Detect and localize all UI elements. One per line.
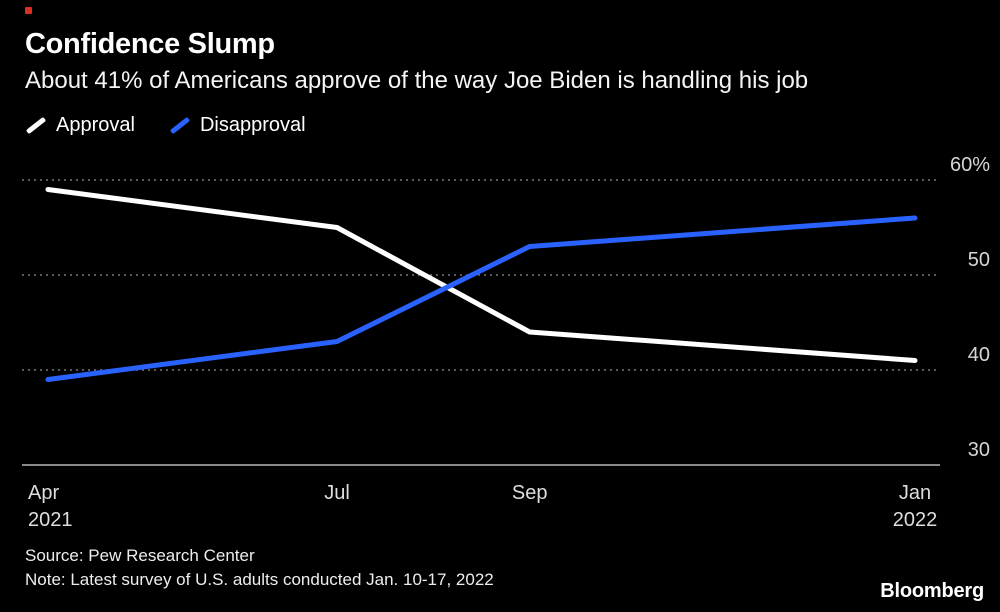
legend: Approval Disapproval <box>25 114 306 137</box>
series-line-disapproval <box>45 215 918 382</box>
legend-item-approval: Approval <box>25 114 135 137</box>
x-tick-label: Jan 2022 <box>892 482 938 531</box>
legend-label-disapproval: Disapproval <box>199 114 306 136</box>
x-axis-labels: Apr 2021 Jul Sep Jan 2022 <box>0 480 1000 538</box>
x-tick-label: Sep <box>511 482 548 504</box>
y-tick-label: 50 <box>968 249 990 271</box>
chart-title: Confidence Slump <box>25 28 275 60</box>
source-text: Source: Pew Research Center <box>25 546 255 565</box>
legend-item-disapproval: Disapproval <box>169 114 306 137</box>
line-chart-plot: 30 40 50 60% <box>22 154 990 466</box>
y-tick-label: 30 <box>968 439 990 461</box>
y-tick-label: 60% <box>950 154 990 176</box>
y-tick-label: 40 <box>968 344 990 366</box>
red-dot-marker <box>25 7 32 14</box>
bloomberg-logo: Bloomberg <box>880 580 984 602</box>
x-tick-label: Jul <box>324 482 350 504</box>
legend-label-approval: Approval <box>56 114 135 136</box>
disapproval-line-swatch-icon <box>169 116 191 135</box>
x-tick-label: Apr 2021 <box>28 482 73 531</box>
approval-line-swatch-icon <box>25 116 47 135</box>
note-text: Note: Latest survey of U.S. adults condu… <box>25 570 494 589</box>
series-line-approval <box>45 187 918 363</box>
chart-subtitle: About 41% of Americans approve of the wa… <box>25 67 809 94</box>
